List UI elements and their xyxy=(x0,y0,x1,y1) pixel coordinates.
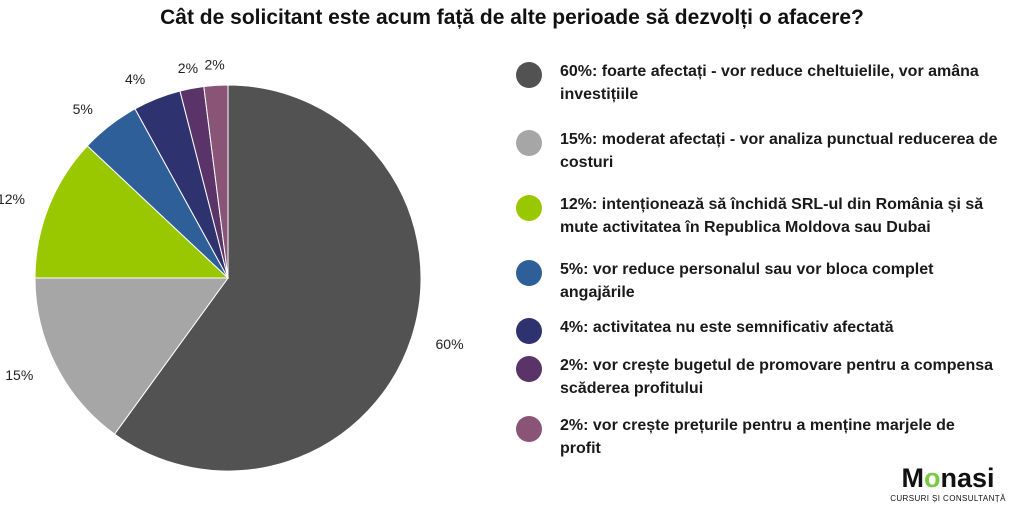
pie-slice-1 xyxy=(113,84,422,472)
legend-item: 4%: activitatea nu este semnificativ afe… xyxy=(516,316,1016,344)
legend-swatch xyxy=(516,62,542,88)
legend-swatch xyxy=(516,195,542,221)
monasi-logo: Monasi CURSURI ȘI CONSULTANȚĂ xyxy=(890,463,1006,503)
slice-label-4: 5% xyxy=(73,101,93,117)
legend-item: 2%: vor crește prețurile pentru a mențin… xyxy=(516,414,1016,460)
legend-text: 60%: foarte afectați - vor reduce cheltu… xyxy=(560,63,979,103)
legend-swatch xyxy=(516,416,542,442)
slice-label-5: 4% xyxy=(125,71,145,87)
legend-swatch xyxy=(516,318,542,344)
legend-text: 2%: vor crește prețurile pentru a mențin… xyxy=(560,417,955,457)
legend-text: 12%: intenționează să închidă SRL-ul din… xyxy=(560,196,984,236)
slice-label-7: 2% xyxy=(204,56,224,72)
slice-label-2: 15% xyxy=(5,367,33,383)
legend-item: 2%: vor crește bugetul de promovare pent… xyxy=(516,354,1016,400)
legend-swatch xyxy=(516,356,542,382)
legend-item: 60%: foarte afectați - vor reduce cheltu… xyxy=(516,60,1016,106)
slice-label-6: 2% xyxy=(178,60,198,76)
pie-slice-2 xyxy=(34,277,229,435)
pie-slice-7 xyxy=(203,84,229,279)
pie-slice-3 xyxy=(34,145,230,279)
slice-label-3: 12% xyxy=(0,191,25,207)
legend-item: 12%: intenționează să închidă SRL-ul din… xyxy=(516,193,1016,239)
legend-text: 15%: moderat afectați - vor analiza punc… xyxy=(560,131,998,171)
legend-text: 4%: activitatea nu este semnificativ afe… xyxy=(560,319,894,336)
legend-swatch xyxy=(516,260,542,286)
legend-text: 2%: vor crește bugetul de promovare pent… xyxy=(560,357,994,397)
legend-text: 5%: vor reduce personalul sau vor bloca … xyxy=(560,261,934,301)
legend-swatch xyxy=(516,130,542,156)
legend-item: 5%: vor reduce personalul sau vor bloca … xyxy=(516,258,1016,304)
legend-item: 15%: moderat afectați - vor analiza punc… xyxy=(516,128,1016,174)
slice-label-1: 60% xyxy=(436,336,464,352)
chart-title: Cât de solicitant este acum față de alte… xyxy=(160,6,864,29)
